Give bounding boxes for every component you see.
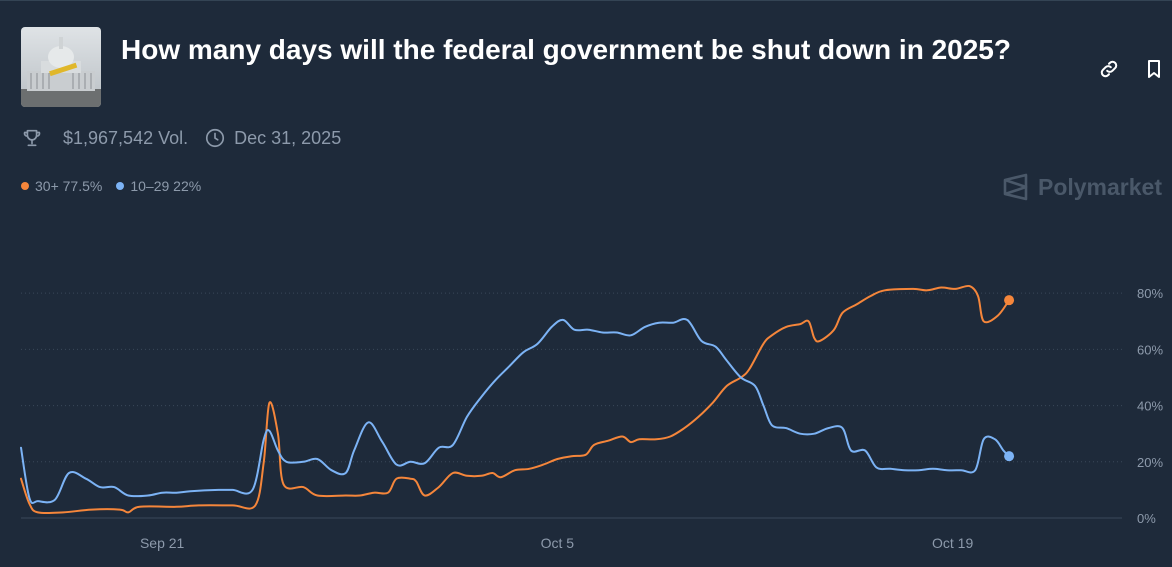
chart-legend: 30+ 77.5% 10–29 22% xyxy=(21,178,215,194)
series-endpoint-10-29 xyxy=(1004,451,1015,462)
legend-label-10-29: 10–29 22% xyxy=(130,178,202,194)
market-thumbnail[interactable] xyxy=(21,27,101,107)
legend-label-30-plus: 30+ 77.5% xyxy=(35,178,103,194)
x-tick-label: Oct 5 xyxy=(541,535,575,551)
clock-icon xyxy=(204,127,226,149)
market-meta: $1,967,542 Vol. Dec 31, 2025 xyxy=(21,127,341,149)
x-tick-label: Oct 19 xyxy=(932,535,973,551)
bookmark-icon xyxy=(1148,60,1160,78)
y-tick-label: 0% xyxy=(1137,511,1156,526)
legend-entry-30-plus[interactable]: 30+ 77.5% xyxy=(21,178,102,194)
polymarket-logo-icon xyxy=(1003,173,1028,201)
legend-entry-10-29[interactable]: 10–29 22% xyxy=(116,178,201,194)
trophy-icon xyxy=(21,127,43,149)
orange-dot-icon xyxy=(21,182,29,190)
capitol-image xyxy=(21,27,101,107)
brand-name: Polymarket xyxy=(1037,173,1162,200)
y-tick-label: 80% xyxy=(1137,286,1163,301)
blue-dot-icon xyxy=(116,182,125,190)
volume-text: $1,967,542 Vol. xyxy=(63,127,189,148)
end-date-text: Dec 31, 2025 xyxy=(234,127,342,148)
x-tick-label: Sep 21 xyxy=(140,535,185,551)
market-title: How many days will the federal governmen… xyxy=(121,34,1011,65)
copy-link-button[interactable] xyxy=(1097,57,1121,81)
series-endpoint-30-plus xyxy=(1004,295,1015,306)
series-line-30-plus xyxy=(20,284,1011,515)
polymarket-watermark: Polymarket xyxy=(1002,172,1162,202)
link-icon xyxy=(1100,60,1118,78)
y-tick-label: 20% xyxy=(1137,455,1163,470)
series-line-10-29 xyxy=(20,317,1011,505)
y-tick-label: 40% xyxy=(1137,399,1163,414)
y-tick-label: 60% xyxy=(1137,342,1163,357)
bookmark-button[interactable] xyxy=(1142,57,1166,81)
